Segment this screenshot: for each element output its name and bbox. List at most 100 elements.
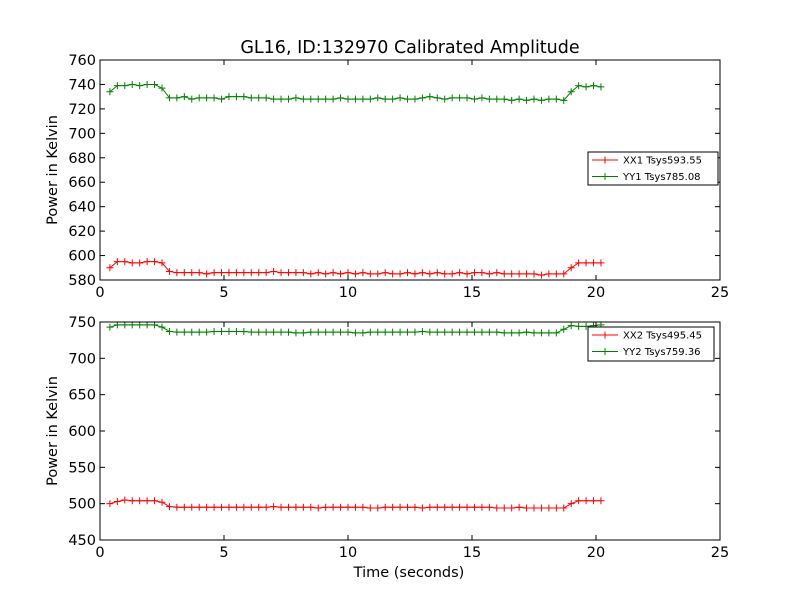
bottom-data-point bbox=[232, 503, 240, 511]
bottom-data-point bbox=[404, 503, 412, 511]
bottom-data-point bbox=[158, 323, 166, 331]
top-data-point bbox=[552, 270, 560, 278]
bottom-data-point bbox=[552, 504, 560, 512]
top-y-tick-label: 700 bbox=[68, 126, 96, 142]
bottom-data-point bbox=[232, 327, 240, 335]
top-data-point bbox=[433, 94, 441, 102]
bottom-data-point bbox=[381, 503, 389, 511]
bottom-data-point bbox=[396, 328, 404, 336]
top-data-point bbox=[113, 82, 121, 90]
top-data-point bbox=[582, 259, 590, 267]
bottom-data-point bbox=[247, 328, 255, 336]
bottom-data-point bbox=[128, 497, 136, 505]
bottom-data-point bbox=[374, 504, 382, 512]
top-data-point bbox=[478, 94, 486, 102]
top-data-point bbox=[463, 270, 471, 278]
bottom-data-point bbox=[270, 328, 278, 336]
top-data-point bbox=[344, 95, 352, 103]
top-data-point bbox=[203, 94, 211, 102]
bottom-data-point bbox=[493, 504, 501, 512]
bottom-legend-marker bbox=[601, 331, 609, 339]
top-data-point bbox=[173, 269, 181, 277]
bottom-data-point bbox=[456, 328, 464, 336]
top-data-point bbox=[396, 94, 404, 102]
top-data-point bbox=[366, 95, 374, 103]
bottom-data-point bbox=[173, 503, 181, 511]
top-data-point bbox=[441, 95, 449, 103]
bottom-data-point bbox=[590, 497, 598, 505]
top-data-point bbox=[545, 95, 553, 103]
bottom-data-point bbox=[307, 328, 315, 336]
bottom-data-point bbox=[203, 503, 211, 511]
top-data-point bbox=[381, 269, 389, 277]
top-data-point bbox=[188, 95, 196, 103]
bottom-data-point bbox=[508, 329, 516, 337]
bottom-data-point bbox=[136, 321, 144, 329]
bottom-data-point bbox=[493, 328, 501, 336]
bottom-data-point bbox=[225, 503, 233, 511]
bottom-data-point bbox=[218, 503, 226, 511]
bottom-data-point bbox=[537, 504, 545, 512]
top-data-point bbox=[530, 270, 538, 278]
top-x-tick-label: 0 bbox=[95, 285, 104, 301]
top-x-tick-label: 15 bbox=[463, 285, 481, 301]
top-data-point bbox=[307, 95, 315, 103]
top-x-tick-label: 5 bbox=[219, 285, 228, 301]
bottom-data-point bbox=[441, 503, 449, 511]
top-data-point bbox=[210, 94, 218, 102]
top-data-point bbox=[418, 269, 426, 277]
bottom-y-tick-label: 750 bbox=[68, 315, 96, 331]
top-data-point bbox=[121, 258, 129, 266]
bottom-chart-legend: XX2 Tsys495.45 YY2 Tsys759.36 bbox=[587, 326, 715, 362]
bottom-data-point bbox=[359, 503, 367, 511]
top-data-point bbox=[470, 95, 478, 103]
bottom-chart-marks bbox=[106, 321, 605, 512]
bottom-data-point bbox=[284, 328, 292, 336]
top-data-point bbox=[470, 269, 478, 277]
bottom-y-tick-label: 550 bbox=[68, 460, 96, 476]
top-data-point bbox=[485, 95, 493, 103]
bottom-data-point bbox=[329, 328, 337, 336]
bottom-chart-panel: 0 5 10 15 20 25 450 500 550 600 650 700 750 Power in … bbox=[45, 315, 729, 581]
bottom-data-point bbox=[292, 503, 300, 511]
bottom-data-point bbox=[396, 503, 404, 511]
bottom-y-tick-label: 450 bbox=[68, 533, 96, 549]
bottom-data-point bbox=[210, 327, 218, 335]
bottom-data-point bbox=[307, 503, 315, 511]
top-data-point bbox=[270, 95, 278, 103]
top-data-point bbox=[478, 269, 486, 277]
top-data-point bbox=[404, 95, 412, 103]
top-data-point bbox=[523, 270, 531, 278]
top-data-point bbox=[314, 269, 322, 277]
bottom-data-point bbox=[456, 503, 464, 511]
top-y-tick-label: 660 bbox=[68, 175, 96, 191]
top-data-point bbox=[552, 95, 560, 103]
top-data-point bbox=[173, 94, 181, 102]
top-data-point bbox=[351, 95, 359, 103]
figure-title: GL16, ID:132970 Calibrated Amplitude bbox=[240, 38, 579, 58]
top-data-point bbox=[374, 94, 382, 102]
top-y-tick-label: 740 bbox=[68, 77, 96, 93]
bottom-data-point bbox=[545, 504, 553, 512]
top-data-point bbox=[396, 270, 404, 278]
bottom-y-tick-label: 600 bbox=[68, 424, 96, 440]
top-data-point bbox=[247, 269, 255, 277]
bottom-data-point bbox=[500, 504, 508, 512]
top-chart-axes: 0 5 10 15 20 25 580 600 620 640 660 680 700 720 740 760… bbox=[45, 53, 729, 301]
bottom-data-point bbox=[180, 328, 188, 336]
bottom-data-point bbox=[567, 322, 575, 330]
bottom-data-point bbox=[151, 321, 159, 329]
top-legend-label: XX1 Tsys593.55 bbox=[623, 156, 702, 167]
top-data-point bbox=[270, 267, 278, 275]
top-data-point bbox=[366, 270, 374, 278]
top-data-point bbox=[359, 269, 367, 277]
bottom-data-point bbox=[262, 503, 270, 511]
top-data-point bbox=[500, 95, 508, 103]
bottom-data-point bbox=[240, 503, 248, 511]
top-data-point bbox=[151, 80, 159, 88]
bottom-chart-axes: 0 5 10 15 20 25 450 500 550 600 650 700 750 Power in … bbox=[45, 315, 729, 581]
bottom-data-point bbox=[463, 328, 471, 336]
bottom-data-point bbox=[470, 328, 478, 336]
top-data-point bbox=[560, 96, 568, 104]
top-data-point bbox=[508, 96, 516, 104]
